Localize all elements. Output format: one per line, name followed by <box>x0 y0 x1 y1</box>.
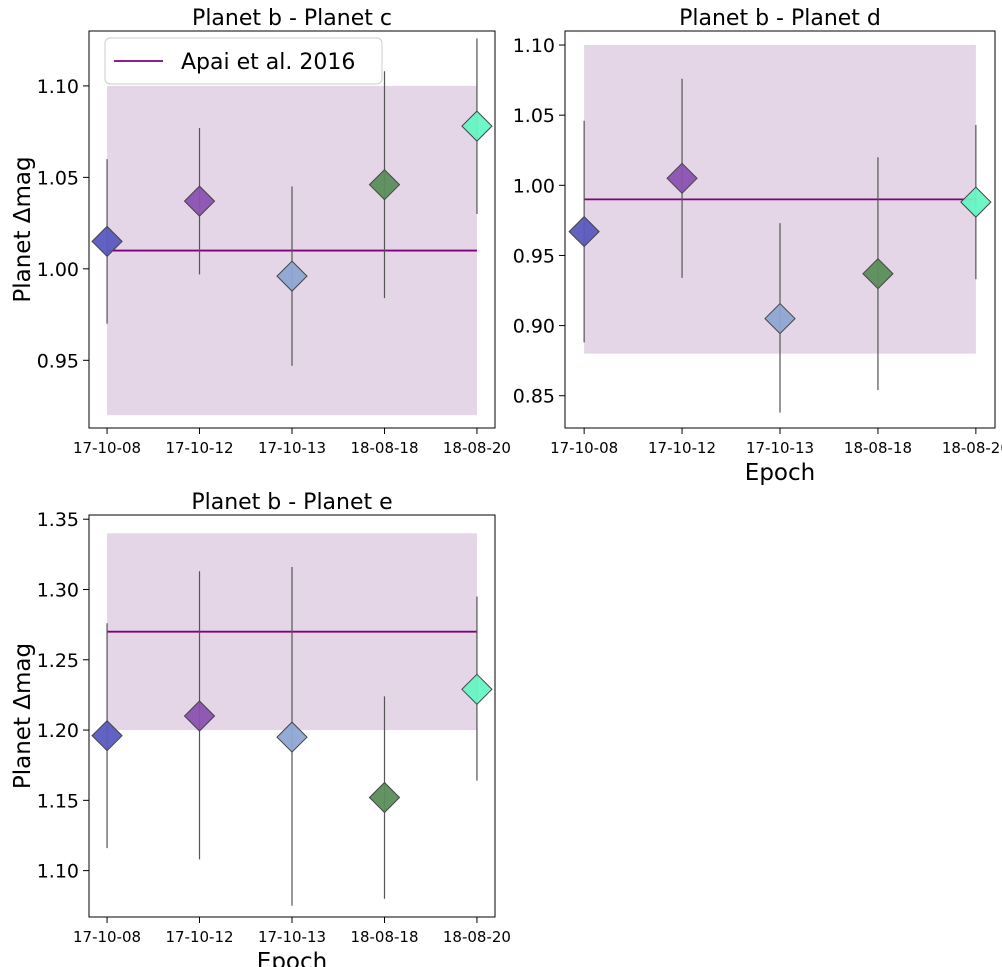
data-point <box>91 225 123 258</box>
legend: Apai et al. 2016 <box>104 37 383 85</box>
y-tick-label: 1.00 <box>37 259 79 281</box>
y-tick-label: 1.35 <box>37 509 79 531</box>
x-tick-label: 18-08-18 <box>844 439 912 457</box>
x-tick-label: 17-10-13 <box>258 928 326 946</box>
data-point <box>666 162 698 195</box>
y-tick-label: 1.00 <box>513 175 555 197</box>
panel-3: 1.10 1.15 1.20 1.25 1.30 1.35 17-10-08 17-10-12… <box>10 490 511 967</box>
legend-label: Apai et al. 2016 <box>181 50 355 75</box>
y-tick-label: 1.15 <box>37 790 79 812</box>
y-tick-label: 0.85 <box>513 386 555 408</box>
x-tick-label: 18-08-20 <box>942 439 1002 457</box>
data-point <box>461 110 493 142</box>
panel-2: 0.85 0.90 0.95 1.00 1.05 1.10 17-10-08 17-10-12… <box>513 6 1002 486</box>
y-tick-label: 1.05 <box>513 105 555 127</box>
y-tick-label: 1.10 <box>37 861 79 883</box>
y-tick-label: 1.25 <box>37 650 79 672</box>
y-tick-label: 1.05 <box>37 167 79 189</box>
data-point <box>568 215 600 248</box>
y-tick-label: 0.95 <box>37 350 79 372</box>
x-tick-label: 17-10-12 <box>648 439 716 457</box>
y-tick-label: 0.90 <box>513 316 555 338</box>
y-tick-label: 0.95 <box>513 245 555 267</box>
chart-title: Planet b - Planet e <box>191 490 392 515</box>
x-tick-label: 17-10-12 <box>165 928 233 946</box>
data-point <box>183 700 216 732</box>
y-tick-label: 1.20 <box>37 720 79 742</box>
x-tick-label: 17-10-08 <box>550 439 618 457</box>
x-axis-label: Epoch <box>257 949 327 967</box>
data-point <box>276 721 308 753</box>
y-tick-label: 1.30 <box>37 579 79 601</box>
x-tick-label: 18-08-18 <box>350 439 418 457</box>
data-point <box>960 186 992 218</box>
x-tick-label: 18-08-20 <box>443 439 511 457</box>
data-point <box>368 781 401 814</box>
x-tick-label: 17-10-13 <box>258 439 326 457</box>
x-tick-label: 18-08-20 <box>443 928 511 946</box>
x-axis-label: Epoch <box>745 460 815 486</box>
chart-title: Planet b - Planet d <box>679 6 881 31</box>
data-point <box>183 185 216 217</box>
data-point <box>368 168 401 201</box>
data-point <box>764 302 796 335</box>
y-tick-label: 1.10 <box>37 76 79 98</box>
chart-title: Planet b - Planet c <box>192 6 392 31</box>
data-point <box>862 257 894 290</box>
x-tick-label: 17-10-08 <box>73 928 141 946</box>
y-tick-label: 1.10 <box>513 35 555 57</box>
legend-box <box>104 37 383 85</box>
panel-1: 0.95 1.00 1.05 1.10 17-10-08 17-10-12 17-10-13… <box>10 6 511 457</box>
x-tick-label: 17-10-12 <box>165 439 233 457</box>
data-point <box>276 260 308 292</box>
data-point <box>461 673 493 706</box>
y-axis-label: Planet Δmag <box>10 643 36 789</box>
x-tick-label: 18-08-18 <box>350 928 418 946</box>
y-axis-label: Planet Δmag <box>10 156 36 302</box>
x-tick-label: 17-10-08 <box>73 439 141 457</box>
data-point <box>91 719 123 752</box>
x-tick-label: 17-10-13 <box>746 439 814 457</box>
